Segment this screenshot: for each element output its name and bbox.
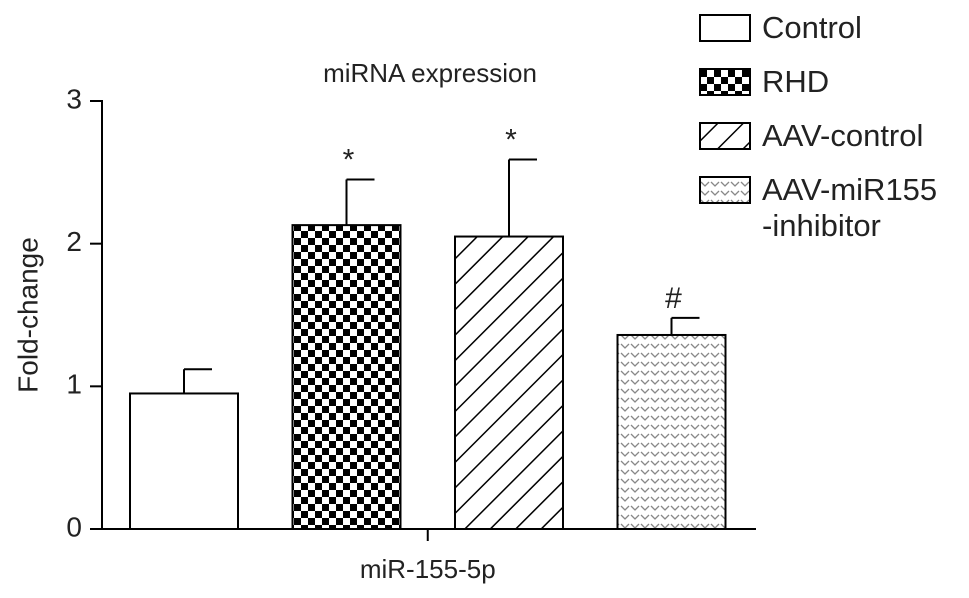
y-tick-label: 1	[66, 369, 82, 400]
bar	[454, 235, 564, 531]
legend-label: AAV-miR155 -inhibitor	[762, 172, 938, 243]
legend-label: RHD	[762, 64, 830, 99]
bar	[291, 224, 402, 530]
legend-swatch	[699, 14, 751, 42]
annotation: *	[343, 143, 355, 176]
y-axis-label: Fold-change	[12, 237, 43, 393]
legend-label: Control	[762, 10, 862, 45]
annotation: *	[505, 123, 517, 156]
legend-swatch	[699, 68, 751, 96]
x-tick-label: miR-155-5p	[360, 554, 496, 584]
bar	[616, 333, 727, 530]
chart-title: miRNA expression	[323, 58, 537, 88]
legend-swatch	[699, 122, 751, 150]
legend-label: AAV-control	[762, 118, 924, 153]
legend-swatch	[699, 176, 751, 204]
annotation: #	[665, 282, 682, 315]
y-tick-label: 2	[66, 226, 82, 257]
y-tick-label: 3	[66, 83, 82, 114]
bar	[129, 392, 239, 531]
y-tick-label: 0	[66, 511, 82, 542]
